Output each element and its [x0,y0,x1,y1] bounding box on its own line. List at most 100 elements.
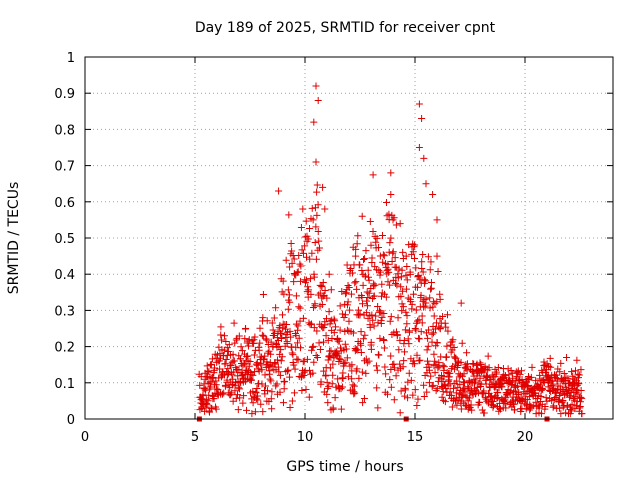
data-point [415,335,423,343]
data-point [427,372,435,380]
data-point [346,306,354,314]
data-point [446,388,454,396]
data-point [397,273,405,281]
data-point [488,392,496,400]
data-point [363,309,371,317]
data-point [379,251,387,259]
data-point [568,368,576,376]
data-point [288,259,296,267]
data-point [359,281,367,289]
data-point [351,389,359,397]
data-point [418,258,426,266]
data-point [285,291,293,299]
data-point [376,334,384,342]
data-point [377,319,385,327]
data-point [218,390,226,398]
y-tick-label: 0.9 [54,87,75,102]
data-point [263,317,271,325]
data-point [369,227,377,235]
data-point [329,360,337,368]
data-point [261,352,269,360]
data-point [347,290,355,298]
data-point [457,405,465,413]
data-point [222,337,230,345]
data-point [342,289,350,297]
data-point [410,255,418,263]
data-point [511,406,519,414]
data-point [410,243,418,251]
data-point [230,357,238,365]
data-point [309,342,317,350]
data-point [204,367,212,375]
data-point [418,115,426,123]
data-point [341,311,349,319]
data-point [303,355,311,363]
data-point [302,217,310,225]
data-point [564,387,572,395]
data-point [269,343,277,351]
data-point [358,212,366,220]
data-point [304,283,312,291]
data-point [288,349,296,357]
data-point [391,254,399,262]
data-point [539,386,547,394]
data-point [302,276,310,284]
data-point [292,292,300,300]
data-point [252,389,260,397]
data-point [433,252,441,260]
data-point [385,268,393,276]
data-point [322,371,330,379]
data-point [326,353,334,361]
data-point [262,382,270,390]
data-point [379,258,387,266]
data-point [308,249,316,257]
data-point [457,358,465,366]
data-point [494,364,502,372]
data-point [465,394,473,402]
data-point [208,404,216,412]
data-point [482,380,490,388]
data-point [450,353,458,361]
data-point [314,201,322,209]
data-point [286,403,294,411]
data-point [384,265,392,273]
data-point [240,361,248,369]
data-point [335,337,343,345]
data-point [210,364,218,372]
data-point [283,339,291,347]
data-point [205,408,213,416]
data-point [220,332,228,340]
data-point [443,311,451,319]
y-tick-label: 0.3 [54,304,75,319]
data-point [377,308,385,316]
data-point [313,188,321,196]
data-point [223,376,231,384]
data-point [502,404,510,412]
data-point [350,382,358,390]
data-point [436,295,444,303]
data-point [222,355,230,363]
data-point [395,265,403,273]
data-point [294,339,302,347]
data-point [313,181,321,189]
data-point [540,358,548,366]
data-point [453,401,461,409]
data-point [310,273,318,281]
data-point [564,375,572,383]
y-tick-label: 0.6 [54,196,75,211]
data-point [397,292,405,300]
data-point [338,374,346,382]
data-point [394,274,402,282]
data-point [278,311,286,319]
data-point [286,263,294,271]
data-point [479,389,487,397]
data-point [556,368,564,376]
data-point [537,392,545,400]
data-point [354,346,362,354]
data-point [423,388,431,396]
data-point [296,260,304,268]
data-point [467,401,475,409]
data-point [262,335,270,343]
data-point [294,322,302,330]
